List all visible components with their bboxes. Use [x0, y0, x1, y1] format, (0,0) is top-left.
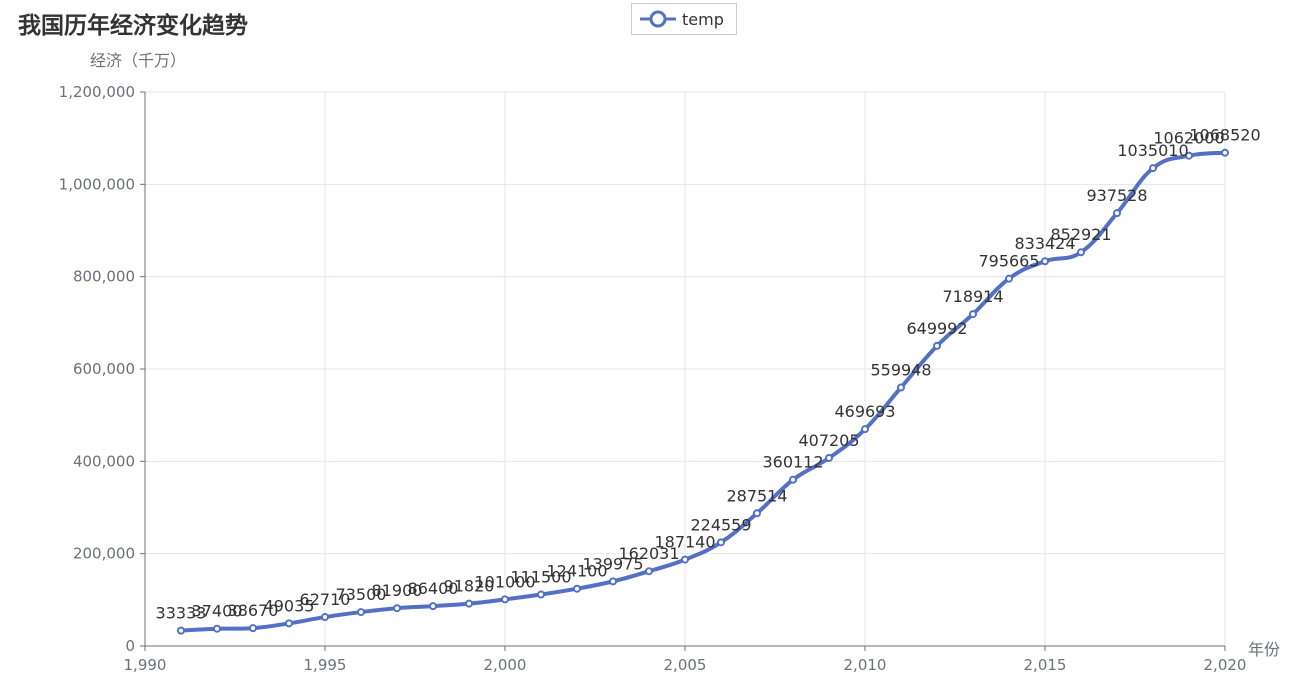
data-label: 81900: [372, 581, 423, 600]
data-point: [609, 577, 617, 586]
x-tick-label: 2,015: [1024, 656, 1067, 674]
y-tick-label: 400,000: [73, 452, 135, 470]
data-label: 49035: [264, 596, 315, 615]
y-axis-label: 经济（千万）: [90, 51, 187, 70]
data-label: 407205: [798, 431, 859, 450]
data-label: 86400: [408, 579, 459, 598]
data-label: 559948: [870, 360, 931, 379]
data-label: 37400: [192, 602, 243, 621]
data-point: [177, 626, 185, 635]
data-label: 287514: [726, 486, 787, 505]
y-tick-label: 1,000,000: [59, 175, 135, 193]
data-point: [213, 624, 221, 633]
legend-label: temp: [682, 9, 724, 29]
data-label: 833424: [1014, 234, 1075, 253]
data-point: [1005, 274, 1013, 283]
data-point: [789, 475, 797, 484]
chart-title: 我国历年经济变化趋势: [18, 13, 248, 39]
data-label: 718914: [942, 287, 1003, 306]
data-label: 360112: [762, 453, 823, 472]
y-tick-label: 200,000: [73, 545, 135, 563]
data-label: 1062000: [1153, 129, 1224, 148]
data-point: [1113, 209, 1121, 218]
legend-item-temp[interactable]: temp: [631, 3, 737, 35]
data-label: 187140: [654, 533, 715, 552]
data-point: [573, 584, 581, 593]
legend-line-circle-icon: [640, 10, 676, 28]
data-point: [393, 604, 401, 613]
data-point: [753, 509, 761, 518]
data-point: [321, 613, 329, 622]
data-point: [933, 341, 941, 350]
data-label: 1035010: [1117, 141, 1188, 160]
data-label: 38670: [228, 601, 279, 620]
data-point: [969, 310, 977, 319]
data-label: 852921: [1050, 225, 1111, 244]
data-point: [861, 425, 869, 434]
data-point: [897, 383, 905, 392]
data-point: [429, 602, 437, 611]
y-tick-label: 1,200,000: [59, 83, 135, 101]
data-point: [1077, 248, 1085, 257]
x-tick-label: 1,990: [124, 656, 167, 674]
data-point: [1149, 164, 1157, 173]
data-point: [537, 590, 545, 599]
data-label: 62710: [300, 590, 351, 609]
data-label: 649992: [906, 319, 967, 338]
data-point: [1221, 148, 1229, 157]
y-tick-label: 800,000: [73, 268, 135, 286]
y-tick-label: 0: [125, 637, 135, 655]
data-label: 937528: [1086, 186, 1147, 205]
x-tick-label: 1,995: [304, 656, 347, 674]
data-point: [1041, 257, 1049, 266]
data-point: [285, 619, 293, 628]
data-label: 795665: [978, 252, 1039, 271]
x-axis-label: 年份: [1248, 640, 1281, 659]
grid-lines: [145, 91, 1226, 646]
data-label: 1068520: [1189, 126, 1260, 145]
data-point: [357, 608, 365, 617]
x-tick-label: 2,005: [664, 656, 707, 674]
y-tick-label: 600,000: [73, 360, 135, 378]
data-point: [825, 454, 833, 463]
data-label: 101000: [474, 572, 535, 591]
x-tick-label: 2,000: [484, 656, 527, 674]
series-temp: [177, 148, 1229, 635]
data-point: [1185, 151, 1193, 160]
x-tick-label: 2,010: [844, 656, 887, 674]
data-point: [645, 567, 653, 576]
data-labels: 3333337400386704903562710735008190086400…: [156, 126, 1261, 623]
data-point: [681, 555, 689, 564]
data-point: [717, 538, 725, 547]
data-label: 139975: [582, 554, 643, 573]
x-tick-label: 2,020: [1204, 656, 1247, 674]
data-label: 124100: [546, 562, 607, 581]
data-label: 73500: [336, 585, 387, 604]
data-label: 162031: [618, 544, 679, 563]
data-point: [501, 595, 509, 604]
axes: [140, 91, 1226, 651]
data-label: 91820: [444, 577, 495, 596]
data-label: 469693: [834, 402, 895, 421]
data-point: [465, 599, 473, 608]
data-point: [249, 624, 257, 633]
tick-labels: 0 200,000 400,000 600,000 800,000 1,000,000 1,…: [59, 83, 1247, 674]
data-label: 33333: [156, 604, 207, 623]
data-label: 111500: [510, 568, 571, 587]
data-label: 224559: [690, 515, 751, 534]
